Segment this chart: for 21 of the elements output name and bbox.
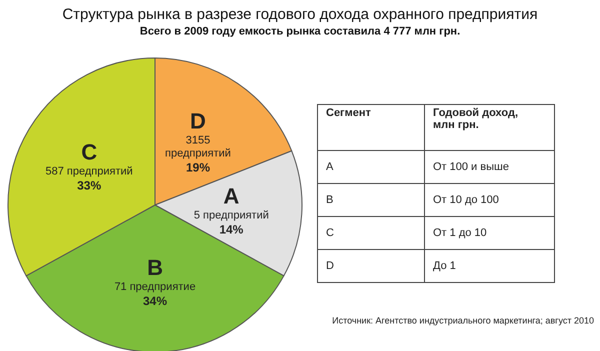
text: От 1 до 10 — [424, 216, 554, 250]
slice-label: B — [147, 255, 163, 280]
text: D — [318, 250, 424, 282]
slice-label: C — [81, 140, 98, 165]
data-label: 3155 предприятий 19% — [165, 134, 231, 175]
text: A — [318, 150, 424, 184]
text: B — [318, 184, 424, 216]
text: Источник: Агентство индустриального маркетинга; август 2010 — [332, 316, 594, 326]
slice-label: A — [223, 183, 240, 208]
text: Сегмент — [318, 104, 424, 150]
text: От 100 и выше — [424, 150, 554, 184]
text: Годовой доход, млн грн. — [424, 104, 554, 150]
text: От 10 до 100 — [424, 184, 554, 216]
chart-subtitle: Всего в 2009 году емкость рынка составила 4 777 млн грн. — [140, 26, 460, 38]
data-label: 5 предприятий 14% — [194, 209, 269, 236]
chart-title: Структура рынка в разрезе годового дохода охранного предприятия — [62, 6, 538, 23]
data-label: 71 предприятие 34% — [114, 281, 196, 308]
data-label: 587 предприятий 33% — [46, 166, 133, 193]
text: C — [318, 216, 424, 250]
slice-label: D — [190, 108, 206, 134]
text: До 1 — [424, 250, 554, 282]
